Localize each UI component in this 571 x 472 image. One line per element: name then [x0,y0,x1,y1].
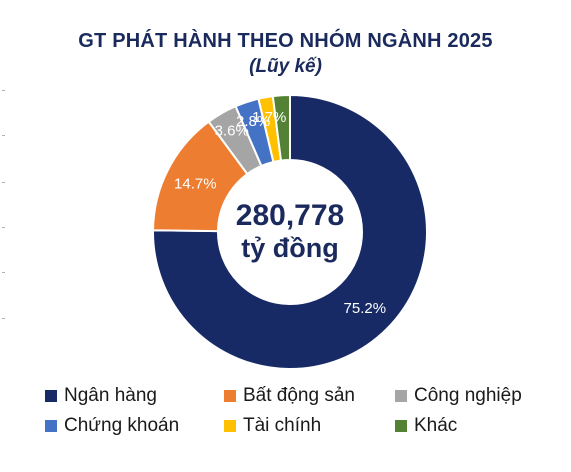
legend-item: Bất động sản [224,382,355,410]
edge-tick [2,272,5,273]
legend-label: Bất động sản [243,385,355,406]
donut-slice-6 [271,93,291,162]
slice-label-4: 2.8% [236,113,270,130]
legend: Ngân hàng Bất động sản Công nghiệp Chứng kh… [0,382,571,452]
legend-item: Ngân hàng [45,382,157,410]
edge-tick [2,318,5,319]
legend-label: Ngân hàng [64,385,157,406]
legend-label: Khác [414,415,458,436]
legend-item: Chứng khoán [45,412,179,440]
slice-label-1: 75.2% [344,300,387,317]
chart-subtitle: (Lũy kế) [249,56,322,77]
donut-slice-1 [152,93,428,370]
legend-swatch [45,420,57,432]
chart-title: GT PHÁT HÀNH THEO NHÓM NGÀNH 2025 [78,30,493,52]
donut-chart: 75.2% 14.7% 3.6%2.8%1.7% 280,778 tỷ đồng [151,93,428,370]
legend-item: Công nghiệp [395,382,522,410]
edge-tick [2,135,5,136]
legend-swatch [224,390,236,402]
legend-item: Tài chính [224,412,321,440]
edge-tick [2,227,5,228]
slice-label-3: 3.6% [215,123,249,140]
center-total-unit: tỷ đồng [241,233,338,263]
legend-label: Công nghiệp [414,385,522,406]
legend-swatch [395,420,407,432]
legend-item: Khác [395,412,457,440]
edge-tick [2,182,5,183]
legend-swatch [45,390,57,402]
slice-labels: 75.2% 14.7% 3.6%2.8%1.7% [174,109,386,317]
center-total-value: 280,778 [236,199,344,232]
legend-swatch [224,420,236,432]
legend-label: Tài chính [243,415,322,436]
donut-slices [151,93,428,370]
legend-swatch [395,390,407,402]
edge-tick [2,90,5,91]
slice-label-2: 14.7% [174,175,217,192]
legend-label: Chứng khoán [64,415,180,436]
slice-label-5: 1.7% [252,109,286,126]
